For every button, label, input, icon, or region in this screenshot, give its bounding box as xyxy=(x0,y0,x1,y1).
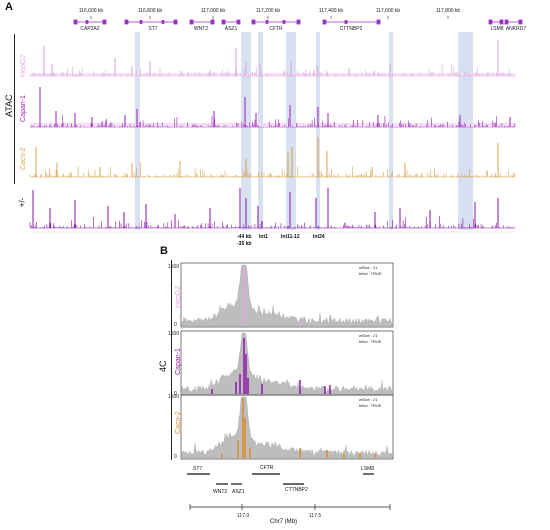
coordinate-ticks xyxy=(90,16,449,19)
highlight-region xyxy=(316,32,320,230)
atac-track-het xyxy=(29,188,516,229)
4c-gene-label: ASZ1 xyxy=(232,489,245,495)
4c-params-capan1: wSize : 21 blind : TRUE xyxy=(359,333,382,344)
gene-bodies xyxy=(73,19,523,25)
gene-label: CTTNBP2 xyxy=(339,26,363,32)
coord-label: 117,600 kb xyxy=(375,8,401,14)
4c-signal-capan1 xyxy=(181,332,393,395)
panel-b-label: B xyxy=(160,245,168,257)
gene-label: ANKRD7 xyxy=(505,26,527,32)
atac-track-caco2 xyxy=(29,137,516,178)
4c-gene-label: LSM8 xyxy=(361,466,375,472)
coord-label: 117,200 kb xyxy=(255,8,281,14)
gene-label: CFTR xyxy=(269,26,283,32)
highlight-region xyxy=(241,32,251,230)
4c-gene-label: WNT2 xyxy=(213,489,228,495)
atac-bracket xyxy=(14,34,15,184)
gene-model-track xyxy=(73,16,523,25)
4c-gene-label: ST7 xyxy=(193,466,203,472)
4c-x-axis xyxy=(189,504,391,510)
atac-tracks xyxy=(29,40,516,233)
highlight-region xyxy=(458,32,473,230)
4c-ymax-label: 1500 xyxy=(168,264,180,270)
highlight-region xyxy=(286,32,296,230)
gene-label: LSM8 xyxy=(490,26,504,32)
coord-label: 117,000 kb xyxy=(200,8,226,14)
highlight-region xyxy=(258,32,263,230)
annotation-int1112: Int11-12 xyxy=(281,234,300,240)
4c-ymin-label: 0 xyxy=(174,391,177,397)
gene-label: WNT2 xyxy=(193,26,209,32)
coord-label: 117,400 kb xyxy=(318,8,344,14)
coord-label: 116,800 kb xyxy=(137,8,163,14)
4c-ymin-label: 0 xyxy=(174,322,177,328)
4c-x-axis-label: Chr7 (Mb) xyxy=(270,519,298,525)
4c-ymax-label: 1500 xyxy=(168,394,180,400)
panel-a-label: A xyxy=(5,1,13,13)
4c-gene-label: CTTNBP2 xyxy=(285,487,308,493)
annotation-kb44: -44 kb xyxy=(237,234,252,240)
annotation-int1: Int1 xyxy=(259,234,268,240)
4c-frames xyxy=(180,262,394,460)
4c-bracket xyxy=(171,260,172,460)
coord-label: 116,600 kb xyxy=(78,8,104,14)
annotation-int24: Int24 xyxy=(313,234,325,240)
4c-gene-bars xyxy=(187,473,374,485)
4c-xtick-label: 117.0 xyxy=(237,513,250,519)
4c-params-hepg2: wSize : 21 blind : TRUE xyxy=(359,265,382,276)
4c-xtick-label: 117.5 xyxy=(309,513,322,519)
atac-track-capan1 xyxy=(29,87,516,128)
coord-label: 117,800 kb xyxy=(435,8,461,14)
4c-ymax-label: 1500 xyxy=(168,331,180,337)
4c-signal-hepg2 xyxy=(181,264,393,327)
4c-gene-label: CFTR xyxy=(260,465,274,471)
highlight-region xyxy=(135,32,140,230)
4c-signal-caco2 xyxy=(181,396,393,459)
gene-label: ST7 xyxy=(148,26,158,32)
gene-label: CAP2A2 xyxy=(80,26,100,32)
gene-label: ASZ1 xyxy=(224,26,238,32)
annotation-kb35: -35 kb xyxy=(237,241,252,247)
highlight-region xyxy=(389,32,393,230)
4c-params-caco2: wSize : 21 blind : TRUE xyxy=(359,397,382,408)
atac-track-hepg2 xyxy=(29,40,516,77)
4c-ymin-label: 0 xyxy=(174,454,177,460)
